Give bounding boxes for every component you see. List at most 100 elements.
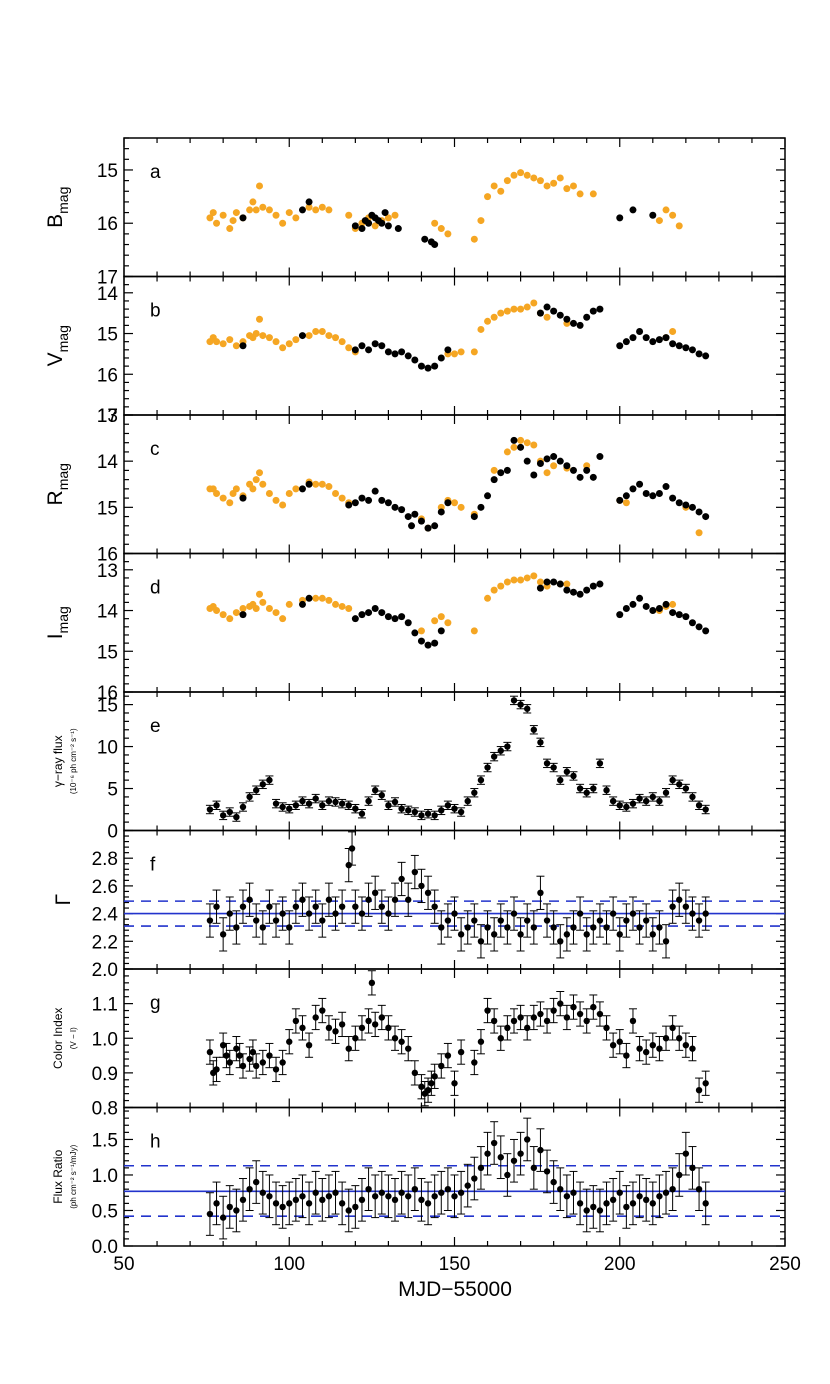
data-point-black: [490, 476, 498, 484]
data-point-flux: [286, 805, 293, 812]
data-point-color: [338, 1021, 346, 1028]
data-point-index: [279, 910, 286, 917]
data-point-color: [504, 1024, 511, 1032]
data-point-black: [365, 496, 373, 504]
data-point-flux: [246, 793, 253, 801]
data-point-orange: [523, 171, 531, 179]
data-point-black: [649, 211, 657, 219]
data-point-color: [497, 1035, 504, 1042]
data-point-orange: [497, 187, 505, 195]
x-axis-label: MJD−55000: [398, 1278, 512, 1301]
data-point-black: [530, 471, 538, 479]
data-point-color: [563, 1014, 571, 1021]
data-point-black: [484, 492, 492, 500]
data-point-ratio: [319, 1196, 326, 1204]
data-point-orange: [470, 627, 478, 635]
data-point-color: [398, 1038, 405, 1045]
panel-h: 0.0 0.5 1.0 1.5 h Flux Ratio (ph cm⁻² s⁻¹/mJy): [51, 1106, 786, 1258]
data-point-black: [378, 342, 386, 350]
data-point-black: [596, 453, 604, 461]
data-point-index: [570, 924, 577, 931]
data-point-index: [424, 889, 432, 897]
data-point-flux: [253, 787, 260, 794]
data-point-orange: [490, 313, 498, 321]
data-point-index: [471, 917, 478, 924]
y-tick-label: 15: [97, 161, 118, 182]
y-tick-label: 16: [97, 365, 118, 386]
data-point-black: [404, 619, 412, 627]
data-point-index: [669, 903, 676, 910]
data-point-orange: [279, 344, 287, 352]
data-point-orange: [272, 496, 280, 504]
data-point-ratio: [510, 1157, 518, 1164]
data-point-color: [550, 1007, 557, 1014]
data-point-orange: [279, 219, 287, 227]
data-point-orange: [371, 222, 379, 230]
data-point-black: [384, 499, 392, 507]
data-point-orange: [510, 171, 518, 179]
data-point-orange: [669, 327, 677, 335]
data-point-flux: [345, 802, 352, 809]
panel-a-frame: [123, 137, 786, 278]
x-tick-label: 250: [769, 1254, 801, 1275]
panel-g-data: [205, 970, 710, 1107]
data-point-flux: [378, 792, 385, 799]
y-tick-label: 0: [107, 822, 118, 843]
data-point-color: [543, 1017, 551, 1025]
data-point-orange: [543, 313, 551, 321]
data-point-black: [411, 629, 419, 637]
data-point-black: [649, 338, 657, 346]
data-point-index: [385, 910, 392, 917]
data-point-flux: [451, 805, 458, 812]
data-point-color: [702, 1080, 709, 1087]
data-point-black: [649, 607, 657, 615]
data-point-orange: [517, 169, 525, 177]
data-point-flux: [299, 797, 306, 805]
data-point-ratio: [570, 1189, 577, 1196]
data-point-orange: [229, 217, 237, 225]
data-point-index: [603, 924, 610, 931]
panel-c-frame: [123, 414, 786, 555]
data-point-orange: [536, 177, 544, 185]
data-point-color: [451, 1080, 458, 1087]
data-point-color: [368, 979, 376, 987]
data-point-orange: [470, 235, 478, 243]
data-point-black: [298, 332, 306, 340]
data-point-ratio: [497, 1154, 504, 1161]
y-tick-label: 15: [97, 325, 118, 346]
data-point-index: [444, 917, 452, 924]
y-tick-label: 14: [97, 284, 119, 305]
data-point-flux: [510, 697, 518, 704]
data-point-flux: [497, 747, 504, 754]
data-point-black: [477, 503, 485, 511]
data-point-black: [702, 627, 710, 635]
data-point-flux: [365, 797, 372, 805]
data-point-black: [695, 623, 703, 631]
data-point-orange: [497, 582, 505, 590]
data-point-black: [629, 600, 637, 608]
y-tick-label: 17: [97, 268, 118, 289]
data-point-color: [312, 1014, 319, 1021]
data-point-ratio: [418, 1196, 425, 1204]
data-point-ratio: [543, 1168, 551, 1175]
data-point-ratio: [312, 1189, 319, 1196]
data-point-orange: [219, 611, 227, 619]
data-point-black: [576, 321, 584, 329]
panel-letter: a: [150, 162, 161, 183]
data-point-ratio: [642, 1196, 650, 1204]
data-point-color: [689, 1045, 696, 1052]
data-point-flux: [213, 802, 220, 809]
data-point-black: [365, 219, 373, 227]
data-point-color: [471, 1059, 478, 1066]
data-point-flux: [524, 705, 531, 712]
data-point-black: [424, 364, 432, 372]
data-point-black: [642, 489, 650, 497]
data-point-black: [622, 604, 630, 612]
data-point-color: [444, 1052, 452, 1059]
data-point-flux: [405, 807, 412, 814]
data-point-orange: [285, 600, 293, 608]
data-point-color: [596, 1010, 604, 1018]
data-point-orange: [272, 338, 280, 346]
data-point-ratio: [246, 1185, 253, 1193]
data-point-flux: [358, 810, 366, 817]
